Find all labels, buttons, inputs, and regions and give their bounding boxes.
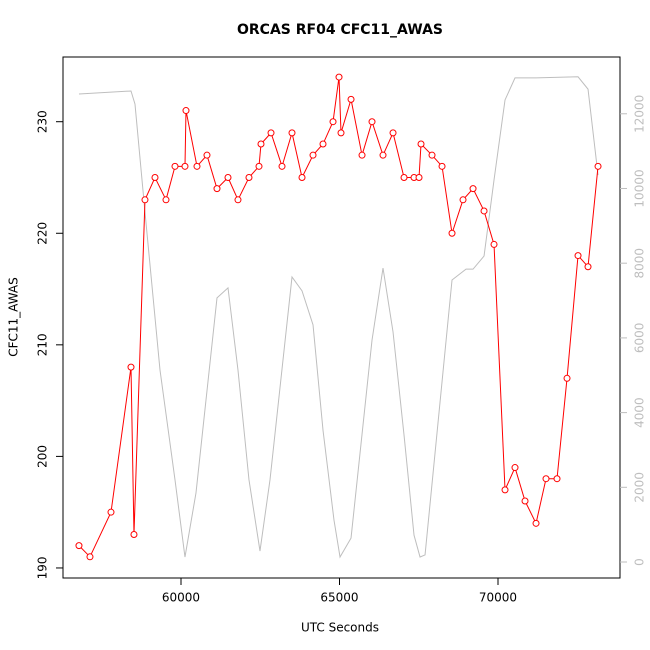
data-point	[181, 162, 189, 170]
data-point	[193, 162, 201, 170]
data-point	[584, 263, 592, 271]
data-point	[469, 185, 477, 193]
y2-tick-label: 12000	[633, 95, 647, 133]
data-point	[490, 240, 498, 248]
data-point	[182, 107, 190, 115]
y2-tick-label: 6000	[633, 323, 647, 354]
data-point	[358, 151, 366, 159]
data-point	[278, 162, 286, 170]
y-tick-label: 200	[36, 445, 50, 468]
data-point	[86, 553, 94, 561]
y2-tick-label: 2000	[633, 472, 647, 503]
data-point	[255, 162, 263, 170]
y-tick-label: 220	[36, 222, 50, 245]
data-point	[107, 508, 115, 516]
y-axis-label: CFC11_AWAS	[7, 277, 21, 357]
y2-tick-label: 10000	[633, 169, 647, 207]
data-point	[594, 162, 602, 170]
chart-title: ORCAS RF04 CFC11_AWAS	[237, 22, 443, 38]
data-point	[329, 118, 337, 126]
data-point	[245, 173, 253, 181]
x-axis-label: UTC Seconds	[301, 621, 379, 635]
data-point	[162, 196, 170, 204]
plot-frame	[62, 56, 621, 579]
y2-tick-label: 0	[633, 558, 647, 566]
data-point	[224, 173, 232, 181]
data-point	[171, 162, 179, 170]
data-point	[563, 374, 571, 382]
x-tick-label: 60000	[162, 591, 200, 605]
data-point	[532, 519, 540, 527]
data-point	[553, 475, 561, 483]
data-point	[389, 129, 397, 137]
data-point	[480, 207, 488, 215]
data-point	[542, 475, 550, 483]
y2-tick-label: 8000	[633, 248, 647, 279]
data-point	[234, 196, 242, 204]
data-point	[574, 252, 582, 260]
data-point	[127, 363, 135, 371]
data-point	[151, 173, 159, 181]
data-point	[298, 173, 306, 181]
data-point	[438, 162, 446, 170]
data-point	[459, 196, 467, 204]
data-point	[337, 129, 345, 137]
data-point	[428, 151, 436, 159]
data-point	[267, 129, 275, 137]
data-point	[309, 151, 317, 159]
x-tick-label: 70000	[479, 591, 517, 605]
data-point	[130, 530, 138, 538]
data-point	[335, 73, 343, 81]
data-point	[417, 140, 425, 148]
y2-tick-label: 4000	[633, 397, 647, 428]
data-point	[448, 229, 456, 237]
data-point	[203, 151, 211, 159]
data-point	[75, 542, 83, 550]
data-point	[319, 140, 327, 148]
data-point	[501, 486, 509, 494]
data-point	[379, 151, 387, 159]
y-tick-label: 230	[36, 110, 50, 133]
data-point	[141, 196, 149, 204]
data-point	[213, 185, 221, 193]
data-point	[521, 497, 529, 505]
data-point	[400, 173, 408, 181]
y-tick-label: 210	[36, 333, 50, 356]
y-tick-label: 190	[36, 557, 50, 580]
x-tick-label: 65000	[320, 591, 358, 605]
data-point	[511, 464, 519, 472]
data-point	[288, 129, 296, 137]
data-point	[347, 95, 355, 103]
data-point	[257, 140, 265, 148]
data-point	[415, 173, 423, 181]
data-point	[368, 118, 376, 126]
series-line	[78, 76, 599, 559]
